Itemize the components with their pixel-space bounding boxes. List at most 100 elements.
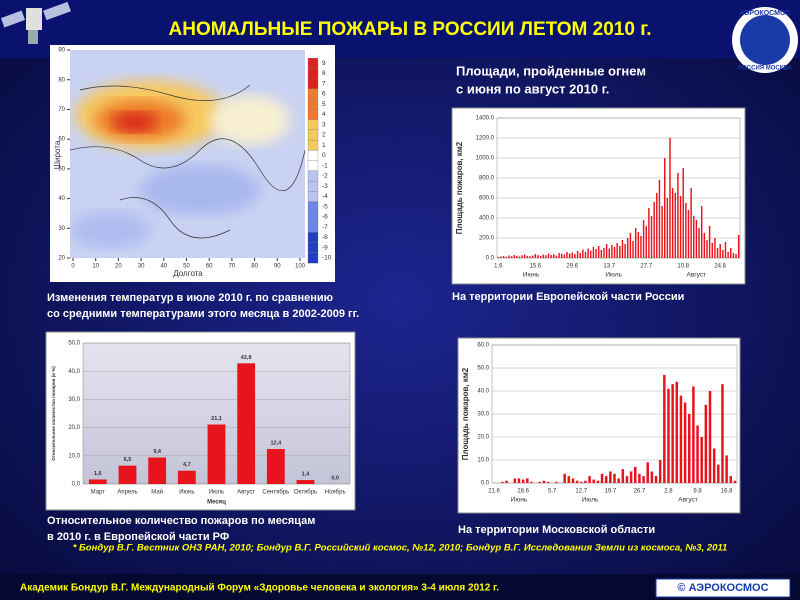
- y-tick-label: 40: [58, 196, 65, 202]
- x-axis-label: Долгота: [173, 269, 203, 278]
- bar: [567, 476, 571, 483]
- bar: [542, 480, 546, 483]
- x-tick-label: 27.7: [640, 264, 652, 270]
- value-label: 4,7: [183, 462, 191, 468]
- bar: [584, 252, 587, 258]
- bar: [663, 374, 666, 483]
- bar: [646, 462, 649, 483]
- bar: [679, 196, 682, 258]
- x-tick-label: 9.8: [693, 489, 702, 495]
- x-tick-label: 13.7: [603, 264, 615, 270]
- bar: [629, 233, 632, 258]
- bar: [560, 253, 563, 258]
- bar: [654, 476, 658, 483]
- bar: [600, 250, 603, 258]
- x-tick-label: 5.7: [548, 489, 557, 495]
- colorbar-cell: [307, 201, 319, 213]
- bar: [656, 193, 658, 258]
- y-tick-label: 30: [58, 226, 65, 232]
- bar: [547, 253, 550, 258]
- bar: [648, 208, 650, 258]
- bar: [704, 404, 708, 483]
- bar: [237, 363, 256, 484]
- bar: [716, 248, 719, 258]
- colorbar-label: -7: [322, 224, 328, 231]
- bar: [688, 414, 691, 483]
- y-tick-label: 30.0: [477, 412, 489, 418]
- x-tick-label: 26.7: [634, 489, 646, 495]
- bar: [683, 402, 687, 483]
- colorbar-cell: [307, 129, 319, 141]
- bar: [735, 254, 737, 258]
- colorbar-cell: [307, 88, 319, 100]
- area-title: с июня по август 2010 г.: [456, 81, 609, 96]
- bar: [619, 246, 621, 258]
- x-tick-label: 80: [251, 264, 258, 270]
- value-label: 1,6: [94, 471, 102, 477]
- y-tick-label: 60: [58, 137, 65, 143]
- bar: [592, 247, 595, 258]
- x-tick-label: 21.6: [488, 489, 500, 495]
- bar: [634, 228, 637, 258]
- x-group-label: Июнь: [511, 497, 528, 504]
- x-tick-label: 50: [183, 264, 190, 270]
- colorbar-label: -8: [322, 234, 328, 241]
- colorbar-label: -6: [322, 214, 328, 221]
- bar: [588, 476, 591, 483]
- x-tick-label: 40: [160, 264, 167, 270]
- x-tick-label: Июнь: [179, 490, 194, 496]
- value-label: 6,5: [124, 457, 132, 463]
- colorbar-cell: [307, 150, 319, 161]
- bar: [687, 210, 690, 258]
- colorbar-label: 4: [322, 111, 326, 118]
- colorbar-cell: [307, 211, 319, 223]
- bar: [712, 448, 716, 483]
- x-tick-label: 0: [71, 264, 75, 270]
- bar: [613, 473, 616, 483]
- y-tick-label: 200.0: [479, 236, 495, 242]
- bar: [555, 255, 558, 258]
- bar: [266, 449, 285, 484]
- y-tick-label: 1400.0: [476, 116, 495, 122]
- y-tick-label: 40.0: [477, 389, 489, 395]
- x-tick-label: 90: [274, 264, 281, 270]
- bar: [737, 235, 740, 258]
- bar: [534, 254, 537, 258]
- bar: [729, 476, 733, 483]
- bar: [530, 481, 533, 483]
- x-group-label: Июнь: [523, 272, 540, 279]
- bar: [574, 254, 576, 258]
- value-label: 12,4: [270, 440, 282, 446]
- bar: [538, 481, 541, 483]
- colorbar-cell: [307, 109, 319, 120]
- bar: [526, 478, 529, 483]
- bar: [603, 248, 605, 258]
- bar: [690, 188, 692, 258]
- colorbar-cell: [307, 221, 319, 233]
- bar: [663, 158, 666, 258]
- bar: [727, 252, 729, 258]
- value-label: 9,4: [153, 449, 162, 455]
- plot-area: [496, 117, 741, 259]
- map-caption: со средними температурами этого месяца в…: [47, 308, 359, 320]
- colorbar-label: 9: [322, 60, 326, 67]
- value-label: 42,8: [241, 355, 252, 361]
- bar: [590, 250, 592, 258]
- x-tick-label: 15.6: [529, 264, 541, 270]
- colorbar-cell: [307, 119, 319, 131]
- bar: [546, 481, 550, 483]
- bar: [508, 255, 510, 258]
- bar: [658, 460, 662, 483]
- bar: [608, 248, 610, 258]
- bar: [575, 480, 579, 483]
- bar: [671, 384, 674, 483]
- bar: [502, 256, 505, 258]
- bar: [653, 202, 655, 258]
- bar: [539, 255, 542, 258]
- bar: [674, 193, 677, 258]
- bar: [703, 233, 706, 258]
- bar: [724, 242, 727, 258]
- bar: [587, 248, 589, 258]
- y-tick-label: 10.0: [477, 458, 489, 464]
- area-title: Площади, пройденные огнем: [456, 63, 646, 78]
